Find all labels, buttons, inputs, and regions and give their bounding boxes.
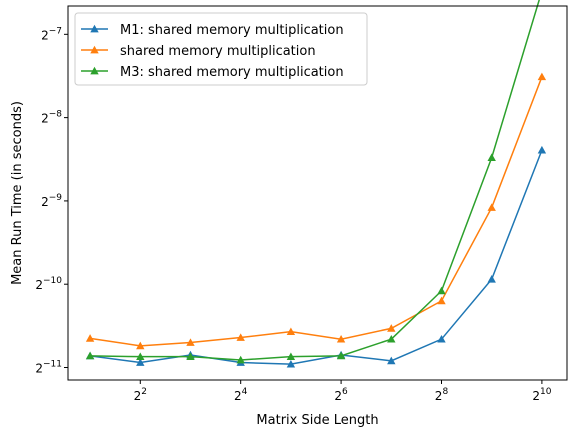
legend-marker	[90, 24, 99, 33]
data-point	[136, 341, 145, 350]
data-point	[136, 358, 145, 366]
series-group	[85, 0, 547, 368]
data-point	[487, 153, 496, 161]
plot-area	[85, 0, 547, 368]
legend-marker	[90, 66, 99, 75]
y-tick-label: 2−11	[35, 360, 62, 376]
data-point	[537, 72, 547, 81]
x-axis: 22 24 26 28 210	[134, 380, 552, 403]
y-tick-label: 2−8	[41, 110, 62, 126]
data-point	[336, 351, 346, 360]
legend-label: shared memory multiplication	[120, 44, 316, 59]
legend: M1: shared memory multiplication shared m…	[74, 12, 368, 86]
data-point	[437, 296, 446, 305]
series-line	[89, 149, 543, 365]
series-line	[89, 76, 543, 347]
x-tick-label: 210	[532, 387, 551, 403]
legend-box	[74, 12, 368, 86]
data-point	[487, 275, 496, 283]
data-point	[186, 338, 195, 346]
y-tick-label: 2−7	[41, 26, 62, 42]
legend-marker	[90, 45, 99, 54]
data-point	[236, 355, 245, 364]
data-point	[387, 356, 396, 365]
series-line	[90, 0, 540, 361]
data-point	[487, 203, 496, 211]
x-tick-label: 26	[334, 387, 348, 403]
data-point	[136, 352, 145, 361]
data-point	[286, 359, 296, 368]
x-tick-label: 24	[234, 387, 248, 403]
legend-label: M1: shared memory multiplication	[120, 23, 344, 38]
legend-label: M3: shared memory multiplication	[120, 65, 344, 80]
x-axis-label: Matrix Side Length	[256, 413, 378, 428]
data-point	[85, 334, 95, 342]
y-tick-label: 2−9	[41, 193, 62, 209]
data-point	[286, 352, 296, 361]
y-axis: 2−11 2−10 2−9 2−8 2−7	[35, 26, 68, 376]
data-point	[286, 327, 296, 336]
data-point	[437, 334, 446, 343]
data-point	[186, 352, 195, 361]
data-point	[437, 286, 446, 295]
plot-frame	[67, 5, 568, 381]
x-tick-label: 22	[134, 387, 147, 403]
data-point	[387, 334, 396, 343]
data-point	[336, 334, 346, 343]
data-point	[236, 333, 245, 341]
data-point	[537, 145, 547, 154]
y-tick-label: 2−10	[35, 276, 62, 292]
data-point	[387, 324, 396, 332]
data-point	[85, 351, 95, 360]
x-tick-label: 28	[435, 387, 449, 403]
y-axis-label: Mean Run Time (in seconds)	[10, 101, 25, 285]
